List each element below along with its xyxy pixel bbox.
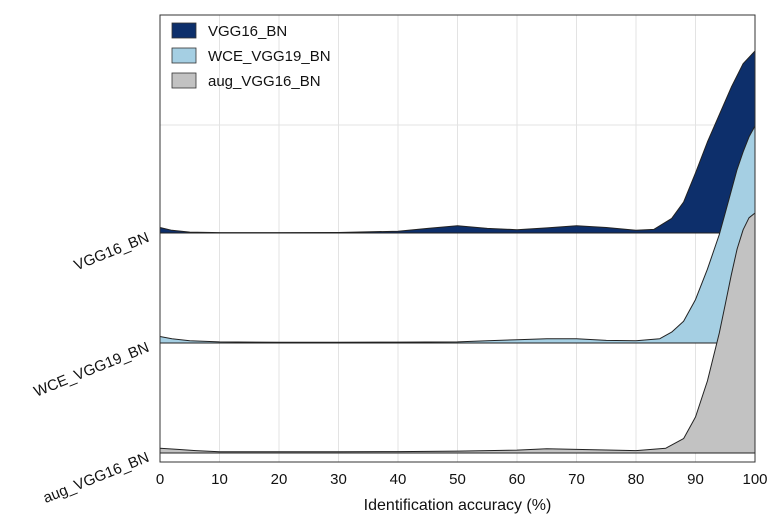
legend-swatch — [171, 72, 197, 89]
ridge-area-aug-vgg16-bn — [159, 212, 756, 454]
category-label: WCE_VGG19_BN — [32, 339, 152, 401]
category-label: VGG16_BN — [72, 229, 152, 274]
ridges — [159, 50, 756, 454]
x-tick-label: 100 — [742, 471, 767, 488]
ridge-area-wce-vgg19-bn — [159, 125, 756, 344]
x-tick-label: 0 — [156, 471, 164, 488]
category-label: aug_VGG16_BN — [41, 449, 152, 507]
x-tick-label: 90 — [687, 471, 704, 488]
x-tick-label: 30 — [330, 471, 347, 488]
x-tick-label: 20 — [271, 471, 288, 488]
x-axis-title: Identification accuracy (%) — [364, 497, 552, 514]
plot-area-frame — [159, 14, 756, 463]
legend-swatch — [171, 47, 197, 64]
category-labels: VGG16_BN WCE_VGG19_BN aug_VGG16_BN — [32, 229, 152, 507]
x-tick-label: 40 — [390, 471, 407, 488]
x-axis-ticks: 0 10 20 30 40 50 60 70 80 90 100 — [156, 471, 768, 488]
x-tick-label: 70 — [568, 471, 585, 488]
legend-label: aug_VGG16_BN — [208, 73, 321, 90]
x-tick-label: 80 — [628, 471, 645, 488]
legend-label: WCE_VGG19_BN — [208, 48, 331, 65]
x-tick-label: 60 — [509, 471, 526, 488]
legend: VGG16_BN WCE_VGG19_BN aug_VGG16_BN — [171, 22, 331, 90]
x-tick-label: 50 — [449, 471, 466, 488]
legend-swatch — [171, 22, 197, 39]
ridge-area-vgg16-bn — [159, 50, 756, 234]
x-tick-label: 10 — [211, 471, 228, 488]
legend-label: VGG16_BN — [208, 23, 287, 40]
